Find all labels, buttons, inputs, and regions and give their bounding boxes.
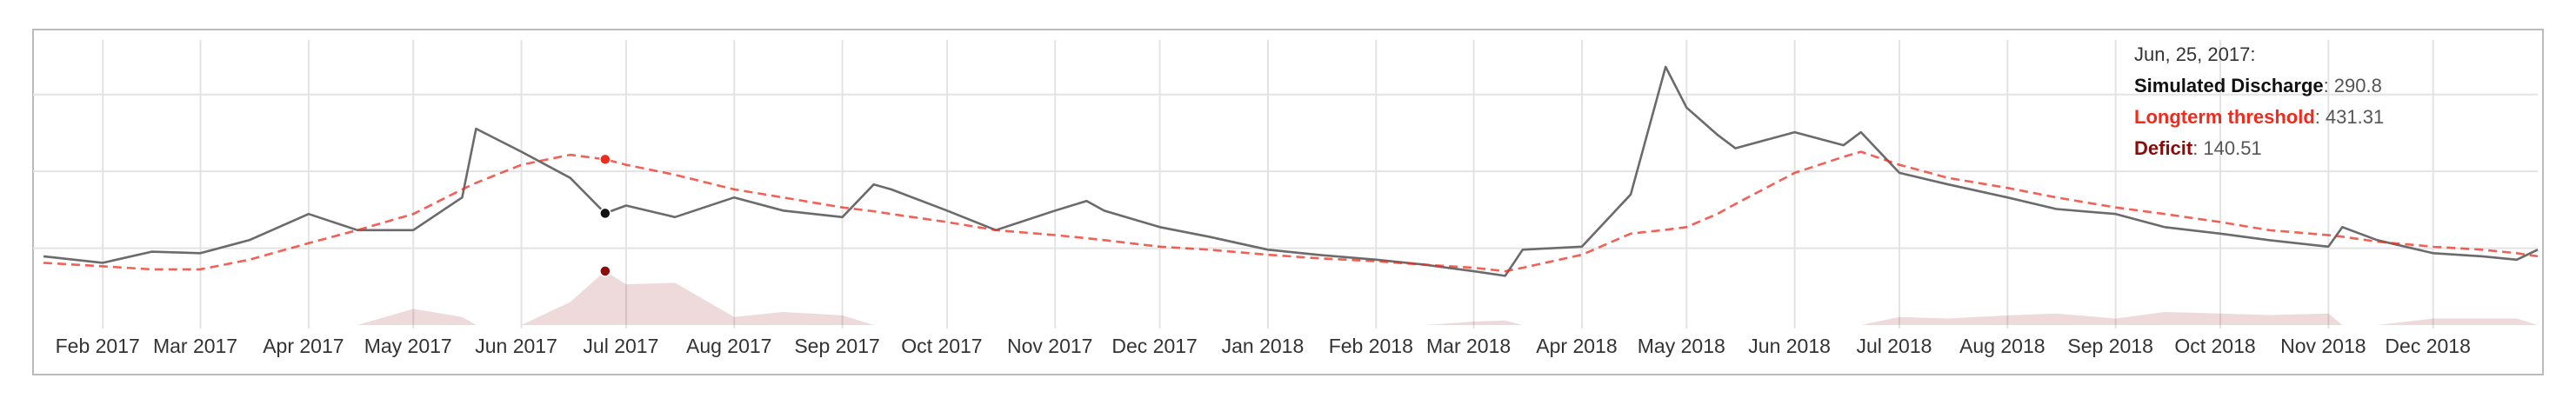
x-tick-label: Feb 2018 xyxy=(1329,335,1413,357)
x-tick-label: Aug 2017 xyxy=(686,335,771,357)
x-tick-label: Jan 2018 xyxy=(1222,335,1305,357)
x-tick-label: Sep 2017 xyxy=(794,335,879,357)
plot xyxy=(43,65,2539,325)
tooltip-line: Deficit: 140.51 xyxy=(2134,137,2262,159)
tooltip: Jun, 25, 2017:Simulated Discharge: 290.8L… xyxy=(599,43,2384,277)
chart-frame xyxy=(32,29,2544,375)
area xyxy=(43,270,2538,325)
x-tick-label: Jun 2018 xyxy=(1748,335,1831,357)
x-tick-label: Aug 2018 xyxy=(1959,335,2045,357)
line xyxy=(43,150,2539,273)
x-tick-label: Nov 2018 xyxy=(2280,335,2366,357)
tooltip-series-name: Longterm threshold xyxy=(2134,106,2315,128)
x-tick-label: Feb 2017 xyxy=(56,335,140,357)
grid: Feb 2017 Mar 2017 Apr 2017 May 2017 Jun 2017… xyxy=(33,40,2538,357)
tooltip-separator: : xyxy=(2192,137,2198,159)
tooltip-date: Jun, 25, 2017: xyxy=(2134,43,2255,65)
x-tick-label: Jul 2017 xyxy=(583,335,658,357)
x-tick-label: Jul 2018 xyxy=(1856,335,1932,357)
hover-marker xyxy=(599,207,611,220)
tooltip-line: Simulated Discharge: 290.8 xyxy=(2134,75,2382,96)
x-tick-label: Mar 2018 xyxy=(1426,335,1511,357)
hover-marker xyxy=(599,265,611,277)
x-tick-label: Apr 2018 xyxy=(1536,335,1617,357)
tooltip-value: 431.31 xyxy=(2326,106,2384,128)
tooltip-series-name: Deficit xyxy=(2134,137,2193,159)
x-tick-label: Jun 2017 xyxy=(475,335,557,357)
x-tick-label: Dec 2017 xyxy=(1111,335,1197,357)
x-tick-label: May 2018 xyxy=(1638,335,1725,357)
x-tick-label: Apr 2017 xyxy=(263,335,344,357)
tooltip-value: 140.51 xyxy=(2203,137,2261,159)
tooltip-series-name: Simulated Discharge xyxy=(2134,75,2324,96)
tooltip-value: 290.8 xyxy=(2334,75,2382,96)
x-tick-label: May 2017 xyxy=(364,335,452,357)
tooltip-separator: : xyxy=(2324,75,2329,96)
hover-marker xyxy=(599,153,611,166)
line xyxy=(43,65,2539,277)
x-tick-label: Nov 2017 xyxy=(1007,335,1092,357)
tooltip-separator: : xyxy=(2315,106,2320,128)
x-tick-label: Sep 2018 xyxy=(2067,335,2152,357)
x-tick-label: Oct 2018 xyxy=(2174,335,2255,357)
tooltip-line: Longterm threshold: 431.31 xyxy=(2134,106,2384,128)
x-tick-label: Oct 2017 xyxy=(901,335,982,357)
x-tick-label: Mar 2017 xyxy=(153,335,237,357)
x-tick-label: Dec 2018 xyxy=(2385,335,2470,357)
